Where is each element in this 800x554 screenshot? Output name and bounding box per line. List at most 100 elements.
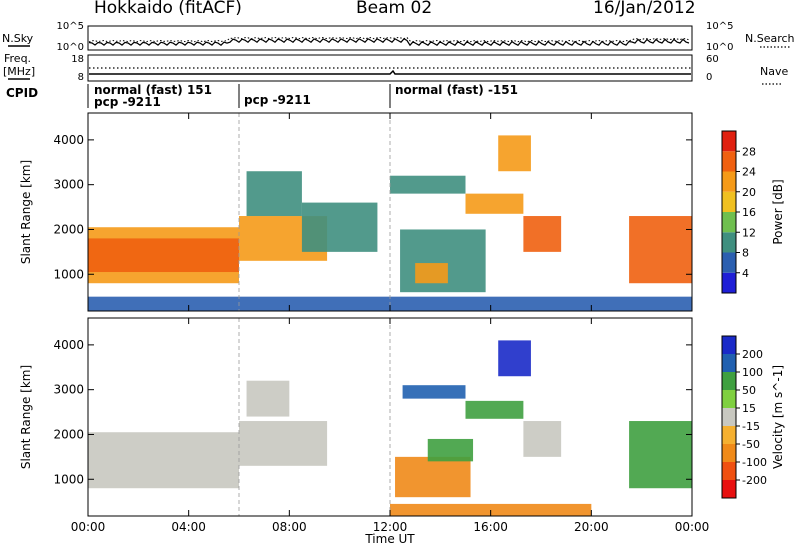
velocity-colorbar-seg-5: [722, 390, 736, 408]
power-region-3: [246, 171, 302, 217]
power-heatmap-panel: 1000 2000 3000 4000 Slant Range [km] 4 8 12 16 20…: [19, 112, 785, 312]
noise-tick-left-top: 10^5: [57, 21, 84, 32]
nsky-label: N.Sky: [2, 32, 34, 45]
power-colorbar-seg-2: [722, 232, 736, 253]
velocity-xtick-label-4: 16:00: [473, 520, 508, 534]
cpid-seg1-line2: pcp -9211: [94, 95, 161, 109]
velocity-colorbar-seg-6: [722, 372, 736, 390]
velocity-xtick-label-6: 00:00: [675, 520, 710, 534]
nave-tick-top: 60: [706, 54, 719, 65]
cpid-seg2-line2: pcp -9211: [244, 93, 311, 107]
velocity-region-6: [523, 421, 562, 457]
velocity-cbtick-label-2: -50: [742, 438, 760, 451]
power-region-4: [301, 202, 378, 252]
velocity-cbtick-label-1: -100: [742, 456, 767, 469]
velocity-xtick-label-5: 20:00: [574, 520, 609, 534]
velocity-region-5: [465, 400, 524, 419]
velocity-heatmap-panel: 1000 2000 3000 4000 Slant Range [km] 00:00 04:…: [19, 317, 785, 546]
power-cbtick-label-5: 24: [742, 166, 756, 179]
velocity-xtick-label-3: 12:00: [373, 520, 408, 534]
power-colorbar-seg-5: [722, 171, 736, 192]
velocity-xtick-label-1: 04:00: [171, 520, 206, 534]
velocity-xtick-label-0: 00:00: [71, 520, 106, 534]
power-colorbar-seg-3: [722, 212, 736, 233]
freq-trace: [89, 69, 691, 75]
velocity-cbtick-label-7: 200: [742, 348, 763, 361]
beam-title: Beam 02: [356, 0, 433, 18]
velocity-colorbar-seg-3: [722, 426, 736, 444]
power-ylabel: Slant Range [km]: [19, 160, 33, 264]
velocity-cbtick-label-5: 50: [742, 384, 756, 397]
velocity-colorbar-frame: [721, 335, 737, 499]
power-cbtick-label-4: 20: [742, 186, 756, 199]
power-cbtick-label-0: 4: [742, 267, 749, 280]
velocity-region-2: [246, 380, 290, 417]
power-colorbar-seg-4: [722, 191, 736, 212]
power-ytick-label-2: 3000: [53, 178, 84, 192]
power-ytick-label-1: 2000: [53, 222, 84, 236]
noise-tick-left-bottom: 10^0: [57, 42, 84, 53]
nave-label: Nave: [760, 65, 788, 78]
power-region-7: [415, 263, 448, 284]
nsky-trace: [88, 38, 690, 47]
velocity-ytick-label-0: 1000: [53, 472, 84, 486]
cpid-seg3-line1: normal (fast) -151: [395, 83, 518, 97]
velocity-region-9: [390, 503, 592, 516]
power-colorbar-seg-0: [722, 272, 736, 293]
freq-tick-top: 18: [71, 54, 84, 65]
power-colorbar-seg-6: [722, 151, 736, 172]
freq-tick-bottom: 8: [78, 72, 84, 83]
nave-tick-bottom: 0: [706, 72, 712, 83]
power-colorbar-label: Power [dB]: [771, 179, 785, 244]
power-colorbar-seg-1: [722, 252, 736, 273]
power-region-9: [523, 216, 562, 252]
cpid-label: CPID: [6, 86, 38, 100]
velocity-xlabel: Time UT: [364, 532, 415, 546]
velocity-region-1: [239, 421, 328, 466]
freq-label-2: [MHz]: [3, 65, 35, 78]
station-title: Hokkaido (fitACF): [94, 0, 242, 18]
noise-tick-right-bottom: 10^0: [706, 42, 733, 53]
velocity-cbtick-label-4: 15: [742, 402, 756, 415]
nsearch-trace: [88, 36, 690, 43]
noise-tick-right-top: 10^5: [706, 21, 733, 32]
power-ytick-label-0: 1000: [53, 267, 84, 281]
velocity-region-3: [395, 456, 471, 498]
power-region-10: [498, 135, 531, 172]
velocity-xtick-label-2: 08:00: [272, 520, 307, 534]
velocity-ytick-label-2: 3000: [53, 383, 84, 397]
freq-label-1: Freq.: [4, 52, 31, 65]
velocity-colorbar-seg-2: [722, 444, 736, 462]
power-region-11: [629, 216, 692, 284]
velocity-colorbar-seg-0: [722, 480, 736, 498]
power-cbtick-label-3: 16: [742, 206, 756, 219]
velocity-region-0: [88, 432, 239, 489]
velocity-cbtick-label-3: -15: [742, 420, 760, 433]
power-cbtick-label-2: 12: [742, 226, 756, 239]
power-region-1: [88, 238, 239, 273]
noise-traces: [88, 36, 690, 47]
velocity-region-7: [498, 340, 531, 377]
velocity-ytick-label-1: 2000: [53, 427, 84, 441]
cpid-seg1-line1: normal (fast) 151: [94, 83, 212, 97]
freq-panel-frame: [87, 54, 693, 82]
velocity-cbtick-label-0: -200: [742, 474, 767, 487]
date-title: 16/Jan/2012: [593, 0, 696, 18]
nsearch-label: N.Search: [745, 32, 795, 45]
velocity-cbtick-label-6: 100: [742, 366, 763, 379]
velocity-colorbar-seg-4: [722, 408, 736, 426]
power-region-5: [390, 175, 466, 194]
velocity-ylabel: Slant Range [km]: [19, 365, 33, 469]
power-ytick-label-3: 4000: [53, 133, 84, 147]
velocity-region-8: [629, 421, 692, 489]
power-region-8: [465, 193, 524, 214]
noise-panel-frame: [87, 25, 693, 51]
power-cbtick-label-1: 8: [742, 247, 749, 260]
velocity-colorbar-label: Velocity [m s^-1]: [771, 365, 785, 469]
velocity-ytick-label-3: 4000: [53, 338, 84, 352]
velocity-region-4: [427, 438, 474, 462]
velocity-colorbar-seg-1: [722, 462, 736, 480]
velocity-region-10: [402, 385, 466, 399]
power-cbtick-label-6: 28: [742, 145, 756, 158]
